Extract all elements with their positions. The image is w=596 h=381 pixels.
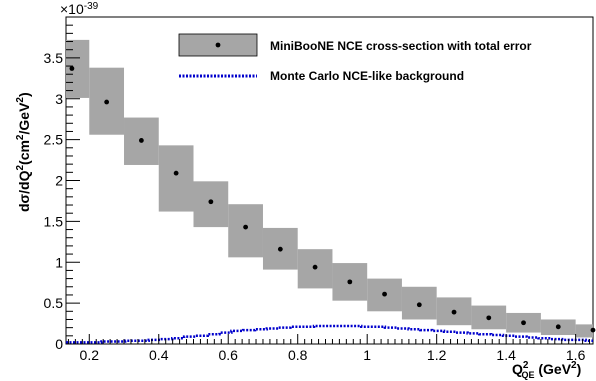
x-tick-label: 0.4 (149, 347, 169, 363)
data-point-13 (521, 320, 526, 326)
y-exponent-label: ×10-39 (60, 1, 99, 17)
y-tick-label: 0 (55, 336, 63, 352)
data-point-14 (555, 324, 561, 330)
y-tick-label: 1 (55, 254, 63, 270)
x-axis-title: Q2 QE (GeV2) (512, 360, 581, 380)
x-tick-label: 0.8 (288, 347, 308, 363)
data-point-5 (243, 224, 249, 230)
data-point-7 (312, 264, 318, 270)
error-band-0 (66, 39, 90, 98)
x-tick-label: 1.2 (427, 347, 447, 363)
mc-background-layer (66, 324, 593, 344)
y-tick-label: 2.5 (44, 132, 64, 148)
data-point-11 (451, 309, 457, 315)
error-band-5 (228, 204, 263, 258)
y-axis-ticks: 0 0.5 1 1.5 2 2.5 3 3.5 (44, 16, 80, 352)
x-tick-label: 1.4 (496, 347, 516, 363)
data-point-4 (208, 199, 214, 205)
y-tick-label: 0.5 (44, 295, 64, 311)
y-tick-label: 1.5 (44, 213, 64, 229)
legend-label-mc-background: Monte Carlo NCE-like background (270, 69, 464, 83)
x-tick-label: 0.6 (218, 347, 238, 363)
data-point-12 (486, 315, 492, 321)
data-point-1 (104, 99, 110, 105)
data-point-10 (416, 302, 422, 308)
data-point-2 (138, 138, 144, 143)
y-axis-title: dσ/dQ2(cm2/GeV2) (15, 92, 32, 212)
data-point-8 (347, 279, 353, 285)
y-tick-label: 3 (55, 91, 63, 107)
data-point-9 (382, 291, 387, 297)
error-band-3 (158, 145, 194, 212)
legend-marker-cross-section (215, 42, 221, 48)
x-tick-label: 1 (363, 347, 371, 363)
data-point-0 (69, 66, 75, 71)
data-point-6 (277, 246, 283, 252)
y-tick-label: 3.5 (44, 50, 64, 66)
y-tick-label: 2 (55, 173, 63, 189)
data-point-layer (69, 66, 596, 333)
legend-label-cross-section: MiniBooNE NCE cross-section with total e… (270, 39, 532, 53)
x-axis-ticks: 0.2 0.4 0.6 0.8 1 1.2 1.4 1.6 (67, 334, 591, 363)
x-tick-label: 1.6 (566, 347, 586, 363)
mc-background-histogram (66, 324, 593, 344)
legend: MiniBooNE NCE cross-section with total e… (178, 33, 532, 83)
plot-frame (65, 16, 594, 345)
error-band-15 (575, 324, 593, 338)
x-tick-label: 0.2 (80, 347, 100, 363)
error-band-4 (193, 181, 229, 228)
data-point-15 (590, 327, 596, 333)
error-band-layer (66, 39, 593, 338)
data-point-3 (173, 170, 179, 176)
